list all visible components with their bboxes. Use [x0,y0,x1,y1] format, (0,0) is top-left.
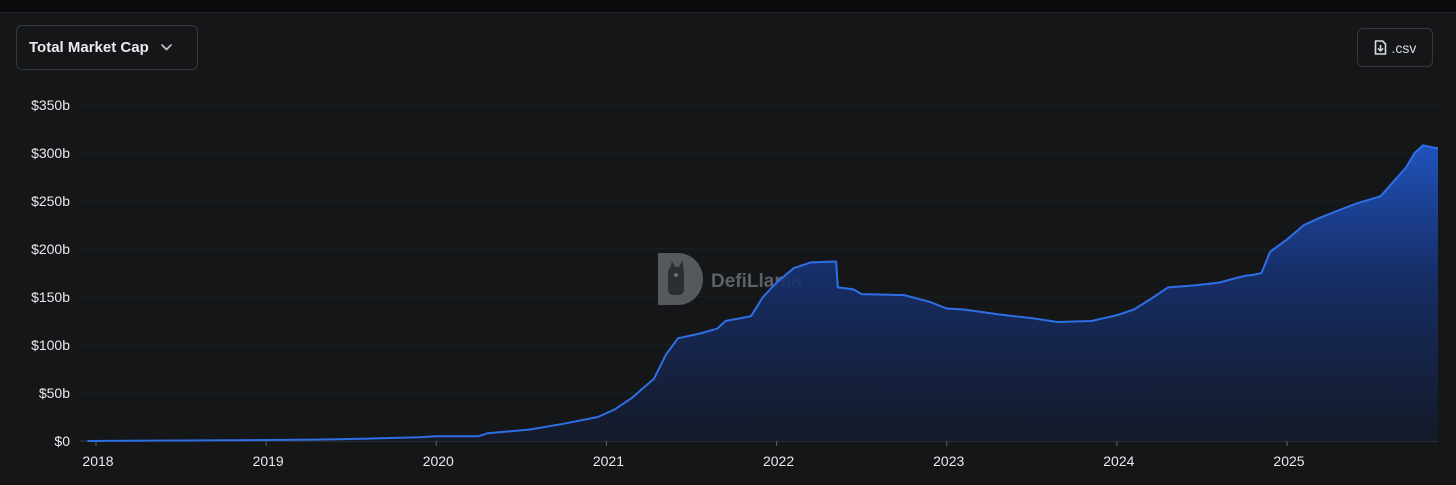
metric-selector[interactable]: Total Market Cap [16,25,198,70]
y-tick-label: $0 [54,433,70,449]
y-tick-label: $250b [31,193,70,209]
metric-selector-label: Total Market Cap [29,39,149,56]
csv-button-label: .csv [1391,39,1417,56]
csv-download-button[interactable]: .csv [1357,28,1433,67]
x-axis: 2018 2019 2020 2021 2022 2023 2024 2025 [82,441,1305,469]
x-tick-label: 2023 [933,453,964,469]
chevron-down-icon [160,42,172,54]
y-tick-label: $350b [31,97,70,113]
y-tick-label: $50b [39,385,70,401]
defillama-logo-icon [658,253,703,305]
y-tick-label: $200b [31,241,70,257]
x-tick-label: 2018 [82,453,113,469]
y-tick-label: $100b [31,337,70,353]
series-line [87,144,1439,442]
x-tick-label: 2025 [1273,453,1304,469]
series-area [87,145,1438,442]
y-axis: $0 $50b $100b $150b $200b $250b $300b $350b [31,97,70,449]
x-tick-label: 2020 [423,453,454,469]
x-tick-label: 2022 [763,453,794,469]
x-tick-label: 2019 [253,453,284,469]
market-cap-chart: $0 $50b $100b $150b $200b $250b $300b $350b 201… [31,97,1439,469]
x-tick-label: 2021 [593,453,624,469]
x-tick-label: 2024 [1103,453,1134,469]
file-download-icon [1374,40,1387,55]
y-tick-label: $300b [31,145,70,161]
y-tick-label: $150b [31,289,70,305]
